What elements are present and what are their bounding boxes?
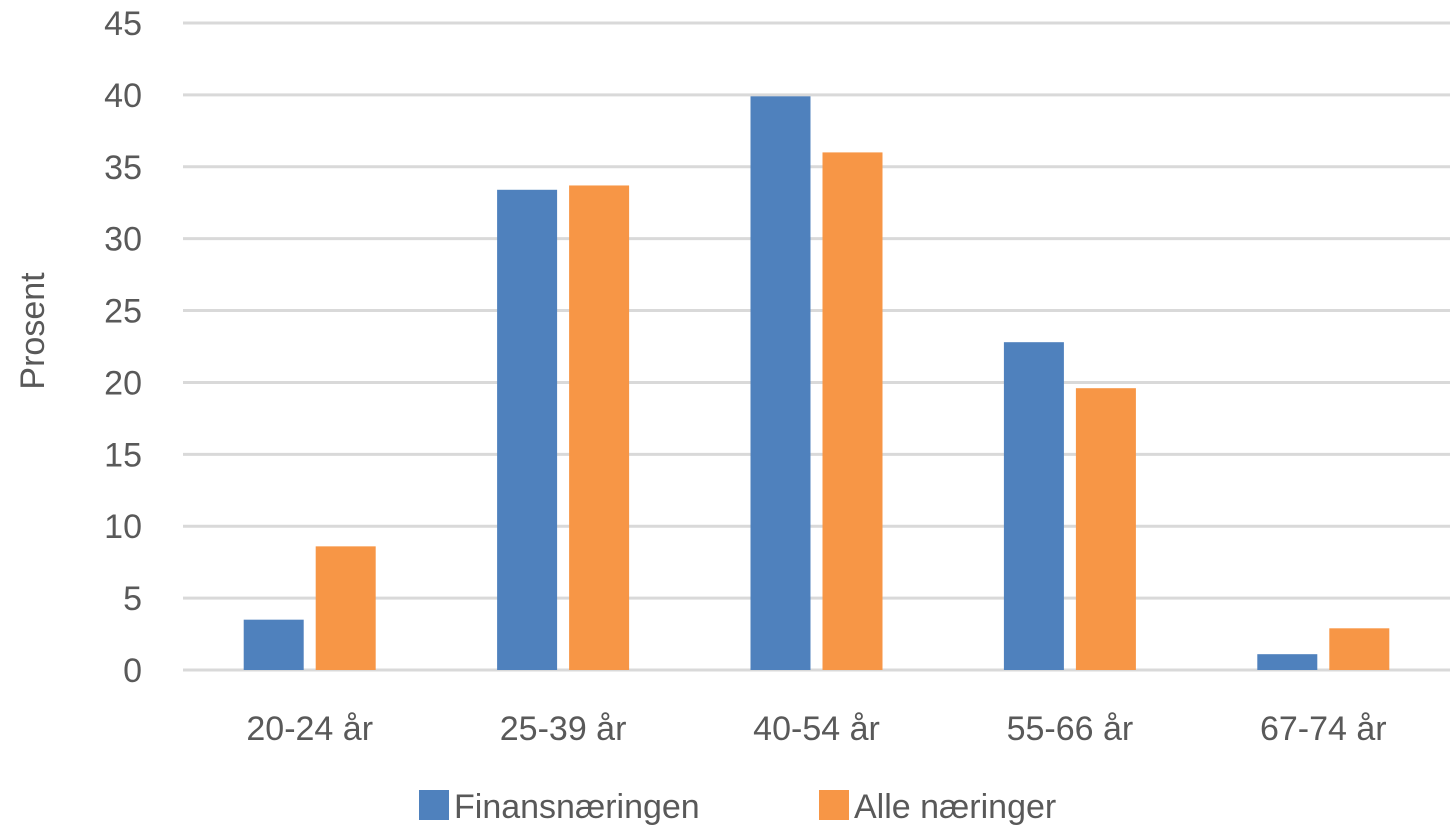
legend-label-0: Finansnæringen bbox=[454, 788, 700, 826]
x-axis-tick-labels: 20-24 år 25-39 år 40-54 år 55-66 år 67-74 år bbox=[246, 710, 1386, 748]
x-tick-label: 55-66 år bbox=[1007, 710, 1134, 748]
bar-alle-naeringer-3 bbox=[1075, 388, 1136, 670]
bars bbox=[243, 96, 1390, 671]
y-tick-label: 0 bbox=[123, 652, 142, 690]
bar-finansnaeringen-2 bbox=[750, 96, 811, 671]
bar-finansnaeringen-4 bbox=[1257, 654, 1318, 670]
y-tick-label: 40 bbox=[104, 77, 142, 115]
y-tick-label: 35 bbox=[104, 149, 142, 187]
x-tick-label: 25-39 år bbox=[500, 710, 627, 748]
bar-alle-naeringer-2 bbox=[822, 152, 883, 670]
x-tick-label: 40-54 år bbox=[753, 710, 880, 748]
legend-swatch-0 bbox=[419, 790, 449, 820]
bar-alle-naeringer-1 bbox=[569, 185, 630, 671]
x-tick-label: 20-24 år bbox=[246, 710, 373, 748]
bar-finansnaeringen-1 bbox=[497, 189, 558, 670]
legend-swatch-1 bbox=[819, 790, 849, 820]
legend-label-1: Alle næringer bbox=[854, 788, 1056, 826]
y-axis-title: Prosent bbox=[14, 272, 52, 390]
y-tick-label: 10 bbox=[104, 508, 142, 546]
y-tick-label: 30 bbox=[104, 221, 142, 259]
y-tick-label: 20 bbox=[104, 364, 142, 402]
gridlines bbox=[183, 21, 1450, 672]
legend: Finansnæringen Alle næringer bbox=[419, 788, 1056, 826]
y-tick-label: 5 bbox=[123, 580, 142, 618]
bar-alle-naeringer-4 bbox=[1329, 628, 1390, 670]
y-axis-tick-labels: 0 5 10 15 20 25 30 35 40 45 bbox=[104, 5, 142, 690]
bar-alle-naeringer-0 bbox=[315, 546, 376, 670]
y-tick-label: 45 bbox=[104, 5, 142, 43]
y-tick-label: 15 bbox=[104, 436, 142, 474]
x-tick-label: 67-74 år bbox=[1260, 710, 1387, 748]
bar-finansnaeringen-0 bbox=[243, 619, 304, 670]
y-tick-label: 25 bbox=[104, 293, 142, 331]
bar-finansnaeringen-3 bbox=[1003, 342, 1064, 670]
